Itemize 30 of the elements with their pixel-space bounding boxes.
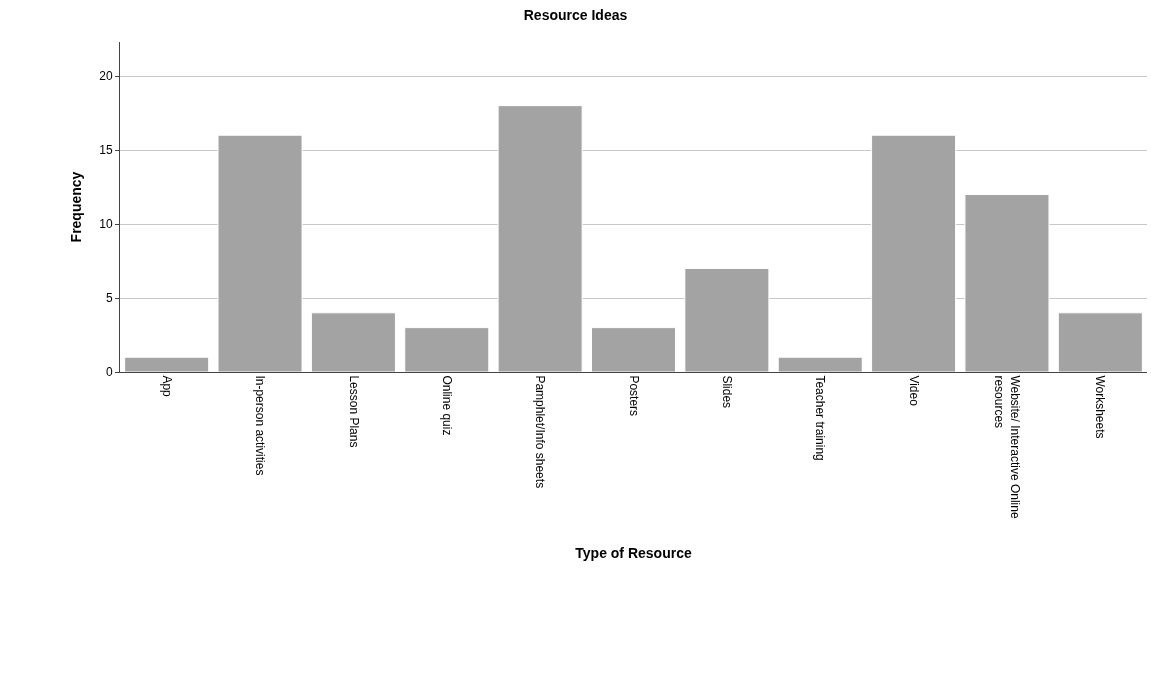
x-tick-label: Worksheets <box>1093 375 1108 439</box>
chart-title: Resource Ideas <box>523 7 628 23</box>
y-tick-label: 10 <box>99 217 113 232</box>
x-tick-label: Website/ Interactive Online resources <box>992 375 1022 519</box>
x-tick-label: Lesson Plans <box>346 375 361 448</box>
x-tick-label: Slides <box>719 375 734 409</box>
x-tick-label: Online quiz <box>439 375 454 436</box>
y-tick-label: 20 <box>99 69 113 84</box>
y-axis-title: Frequency <box>67 171 84 243</box>
bar <box>777 356 863 372</box>
x-tick-label: Posters <box>626 375 641 417</box>
y-tick-label: 5 <box>105 291 113 306</box>
x-tick-label: Video <box>906 375 921 407</box>
bar <box>404 327 490 372</box>
bar <box>497 105 583 372</box>
x-tick-label: App <box>159 375 174 398</box>
x-axis-title: Type of Resource <box>575 545 692 562</box>
bar <box>590 327 677 372</box>
bar <box>124 356 210 372</box>
x-tick-label: Pamphlet/Info sheets <box>533 375 548 489</box>
x-tick-label: Teacher training <box>813 375 828 461</box>
bar <box>684 267 770 372</box>
bar <box>217 134 303 372</box>
bar <box>871 134 957 372</box>
y-tick-label: 15 <box>99 143 113 158</box>
bar <box>1057 312 1143 372</box>
bar <box>964 193 1050 372</box>
bar <box>310 312 396 372</box>
x-tick-label: In-person activities <box>253 375 268 476</box>
y-tick-label: 0 <box>105 365 113 380</box>
